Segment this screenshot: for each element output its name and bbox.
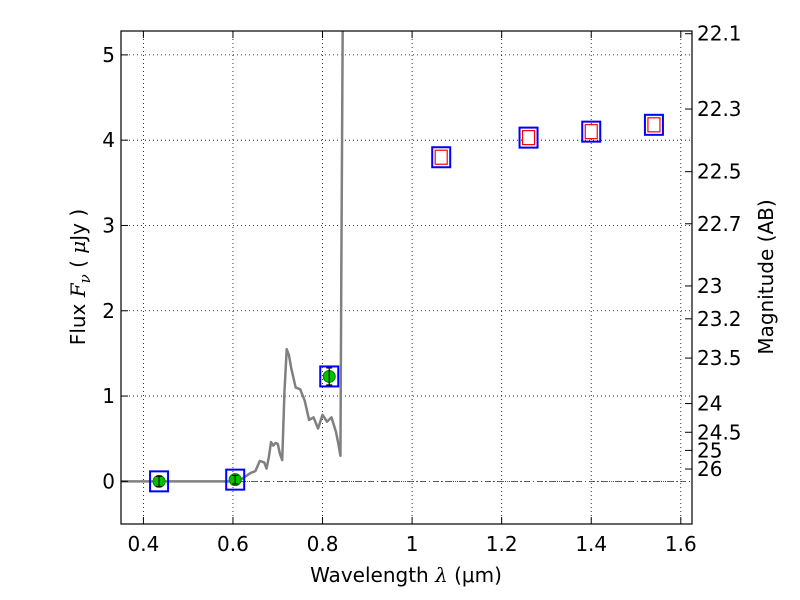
upper-limit-marker [584, 124, 598, 140]
model-flux-box [149, 470, 170, 493]
model-flux-box [431, 146, 452, 169]
y-axis-ticks: 0 1 2 3 4 5 [102, 43, 128, 493]
model-flux-box [518, 126, 539, 149]
magnitude-tick-label: 22.5 [697, 160, 742, 184]
model-flux-box [643, 113, 664, 136]
y-tick-label: 1 [102, 384, 115, 408]
plot-frame [120, 30, 693, 525]
y-tick-label: 4 [102, 128, 115, 152]
magnitude-tick-label: 23.2 [697, 307, 742, 331]
magnitude-tick-label: 24 [697, 392, 722, 416]
x-axis-ticks: 0.4 0.6 0.8 1 1.2 1.4 1.6 [127, 31, 697, 556]
x-tick-label: 1 [406, 532, 419, 556]
y-axis-title: Flux Fν ( μJy ) [66, 209, 94, 345]
y-tick-label: 0 [102, 469, 115, 493]
plot-background [121, 31, 692, 524]
magnitude-tick-label: 24.5 [697, 420, 742, 444]
upper-limit-marker [434, 149, 448, 165]
model-flux-box [581, 120, 602, 143]
x-tick-label: 1.6 [665, 532, 697, 556]
magnitude-tick-label: 23 [697, 274, 722, 298]
data-series [121, 31, 664, 493]
upper-limit-marker [647, 117, 661, 133]
magnitude-tick-label: 26 [697, 457, 722, 481]
x-tick-label: 0.6 [217, 532, 249, 556]
x-axis-title: Wavelength λ (μm) [310, 563, 502, 587]
y-tick-label: 3 [102, 213, 115, 237]
model-sed-line [121, 31, 344, 483]
upper-limit-marker [521, 130, 536, 146]
x-tick-label: 0.4 [127, 532, 159, 556]
model-flux-box [319, 365, 340, 388]
magnitude-tick-label: 22.7 [697, 212, 742, 236]
model-flux-box [225, 468, 246, 491]
magnitude-tick-label: 25 [697, 438, 722, 462]
x-tick-label: 1.2 [486, 532, 518, 556]
y-tick-label: 2 [102, 299, 115, 323]
magnitude-tick-label: 22.3 [697, 97, 742, 121]
magnitude-tick-label: 23.5 [697, 346, 742, 370]
x-tick-label: 0.8 [307, 532, 339, 556]
x-tick-label: 1.4 [575, 532, 607, 556]
magnitude-tick-label: 22.1 [697, 22, 742, 46]
y-tick-label: 5 [102, 43, 115, 67]
magnitude-axis-title: Magnitude (AB) [754, 199, 778, 354]
